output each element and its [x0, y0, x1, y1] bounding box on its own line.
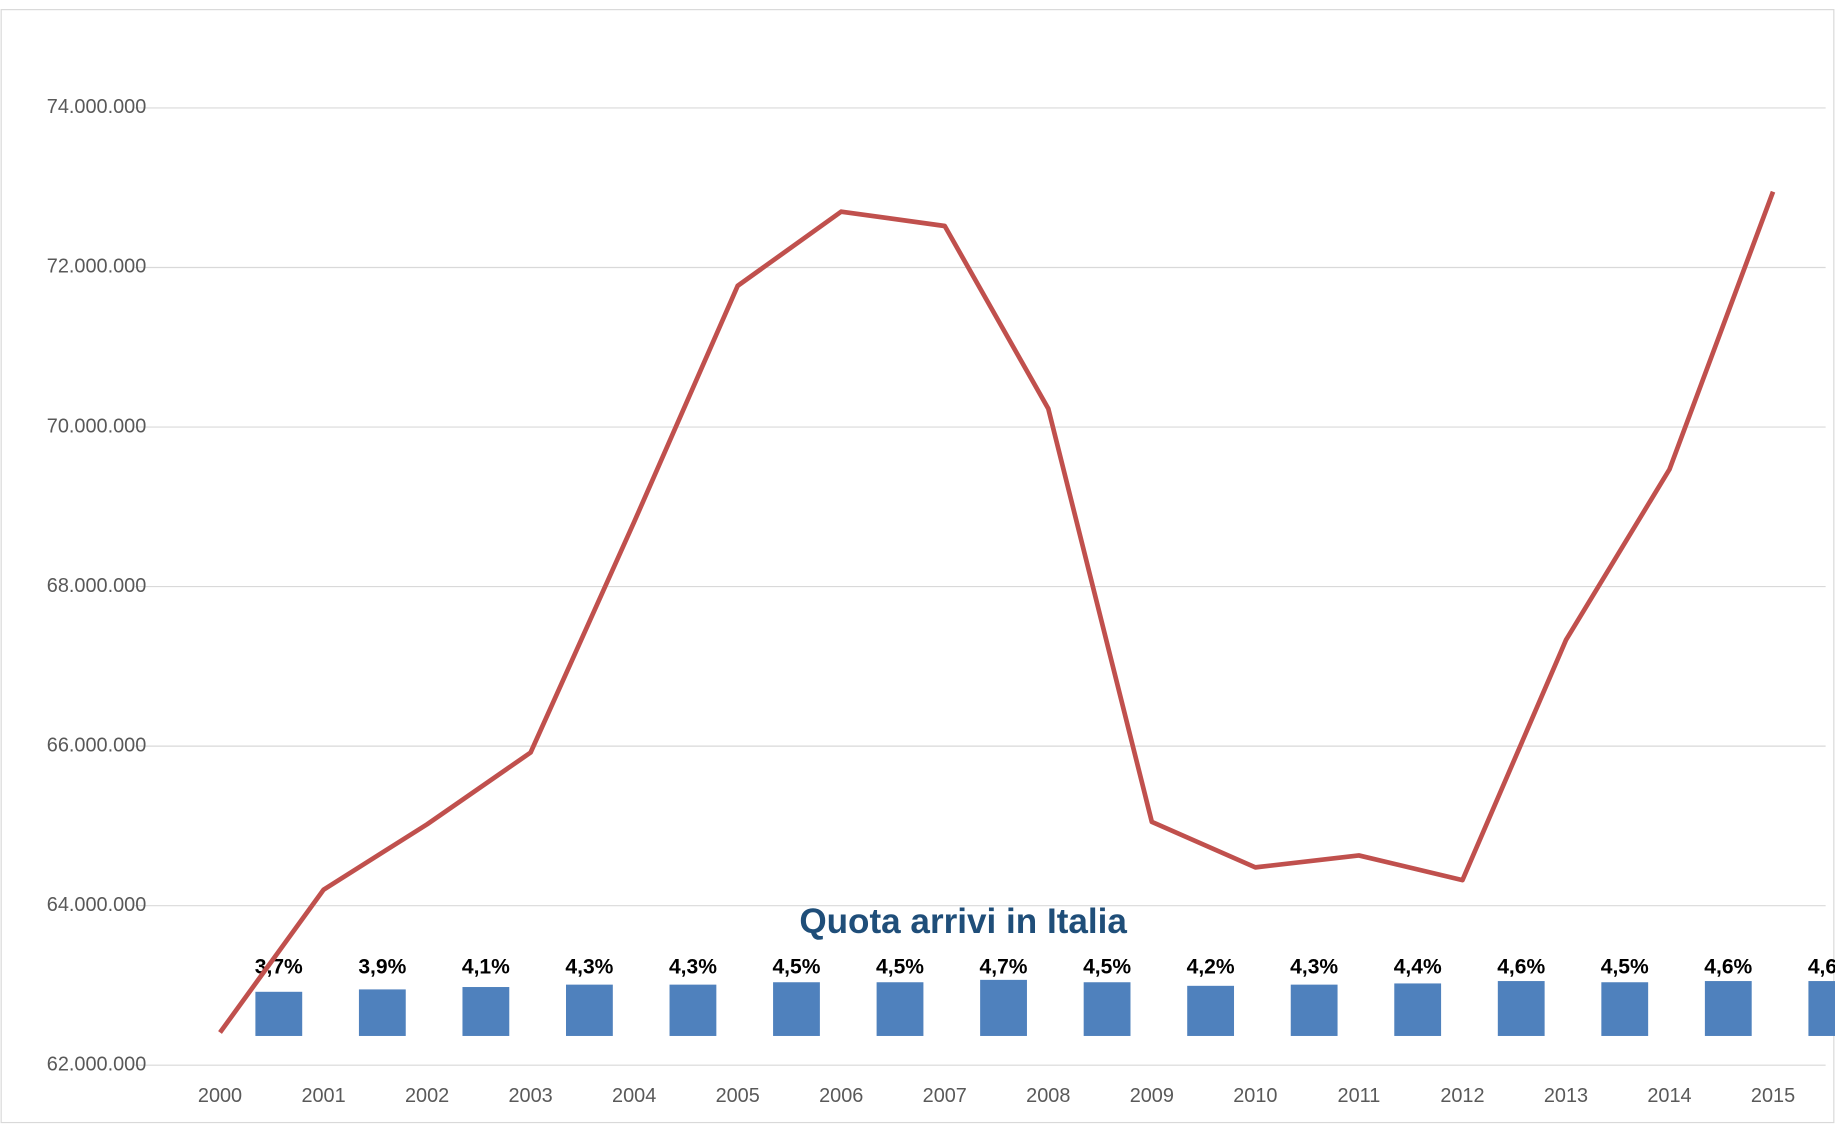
bar-label: 4,5% — [772, 956, 820, 979]
bar-label: 4,6% — [1704, 956, 1752, 979]
bar-label: 4,2% — [1187, 956, 1235, 979]
x-tick-label: 2008 — [1026, 1085, 1070, 1107]
x-tick-label: 2005 — [716, 1085, 760, 1107]
bar — [566, 984, 613, 1036]
bar — [255, 991, 303, 1036]
bar — [462, 987, 510, 1036]
bar-label: 4,6% — [1808, 956, 1835, 979]
x-tick-label: 2001 — [301, 1085, 345, 1107]
bar-label: 4,5% — [1083, 956, 1131, 979]
x-tick-label: 2013 — [1544, 1085, 1588, 1107]
bar — [669, 984, 717, 1036]
x-tick-label: 2006 — [819, 1085, 863, 1107]
x-tick-label: 2012 — [1440, 1085, 1484, 1107]
bar-label: 4,3% — [1290, 956, 1338, 979]
x-tick-label: 2009 — [1130, 1085, 1174, 1107]
bar — [1187, 985, 1235, 1036]
y-tick-label: 72.000.000 — [47, 256, 146, 278]
x-tick-label: 2003 — [509, 1085, 553, 1107]
bar-label: 4,5% — [876, 956, 924, 979]
bar-series-title: Quota arrivi in Italia — [799, 902, 1127, 941]
bar-label: 4,5% — [1601, 956, 1649, 979]
bar — [1394, 983, 1442, 1036]
bar-label: 3,9% — [358, 956, 406, 979]
x-tick-label: 2011 — [1338, 1085, 1381, 1107]
bar-label: 3,7% — [255, 956, 303, 979]
bar — [980, 979, 1027, 1036]
x-tick-label: 2015 — [1751, 1085, 1795, 1107]
bar-label: 4,6% — [1497, 956, 1545, 979]
y-tick-label: 70.000.000 — [47, 415, 146, 437]
bar — [876, 982, 924, 1036]
bar — [1704, 981, 1752, 1036]
bar — [773, 982, 820, 1036]
bar-label: 4,3% — [565, 956, 613, 979]
bar — [1808, 981, 1835, 1036]
bar — [1083, 982, 1131, 1036]
y-tick-label: 74.000.000 — [47, 96, 146, 118]
y-tick-label: 64.000.000 — [47, 894, 146, 916]
bar — [1601, 982, 1649, 1036]
bar-label: 4,3% — [669, 956, 717, 979]
bar-label: 4,4% — [1394, 956, 1442, 979]
y-tick-label: 68.000.000 — [47, 575, 146, 597]
x-tick-label: 2014 — [1647, 1085, 1691, 1107]
y-tick-label: 62.000.000 — [47, 1053, 146, 1075]
y-tick-label: 66.000.000 — [47, 734, 146, 756]
bar — [358, 989, 406, 1036]
x-tick-label: 2004 — [612, 1085, 656, 1107]
bar — [1497, 981, 1545, 1036]
bar-label: 4,1% — [462, 956, 510, 979]
x-tick-label: 2000 — [198, 1085, 242, 1107]
bar — [1290, 984, 1338, 1036]
x-tick-label: 2010 — [1233, 1085, 1277, 1107]
bar-label: 4,7% — [980, 956, 1028, 979]
line — [218, 190, 1776, 1034]
x-tick-label: 2007 — [923, 1085, 967, 1107]
x-tick-label: 2002 — [405, 1085, 449, 1107]
chart-border — [0, 9, 1835, 1124]
